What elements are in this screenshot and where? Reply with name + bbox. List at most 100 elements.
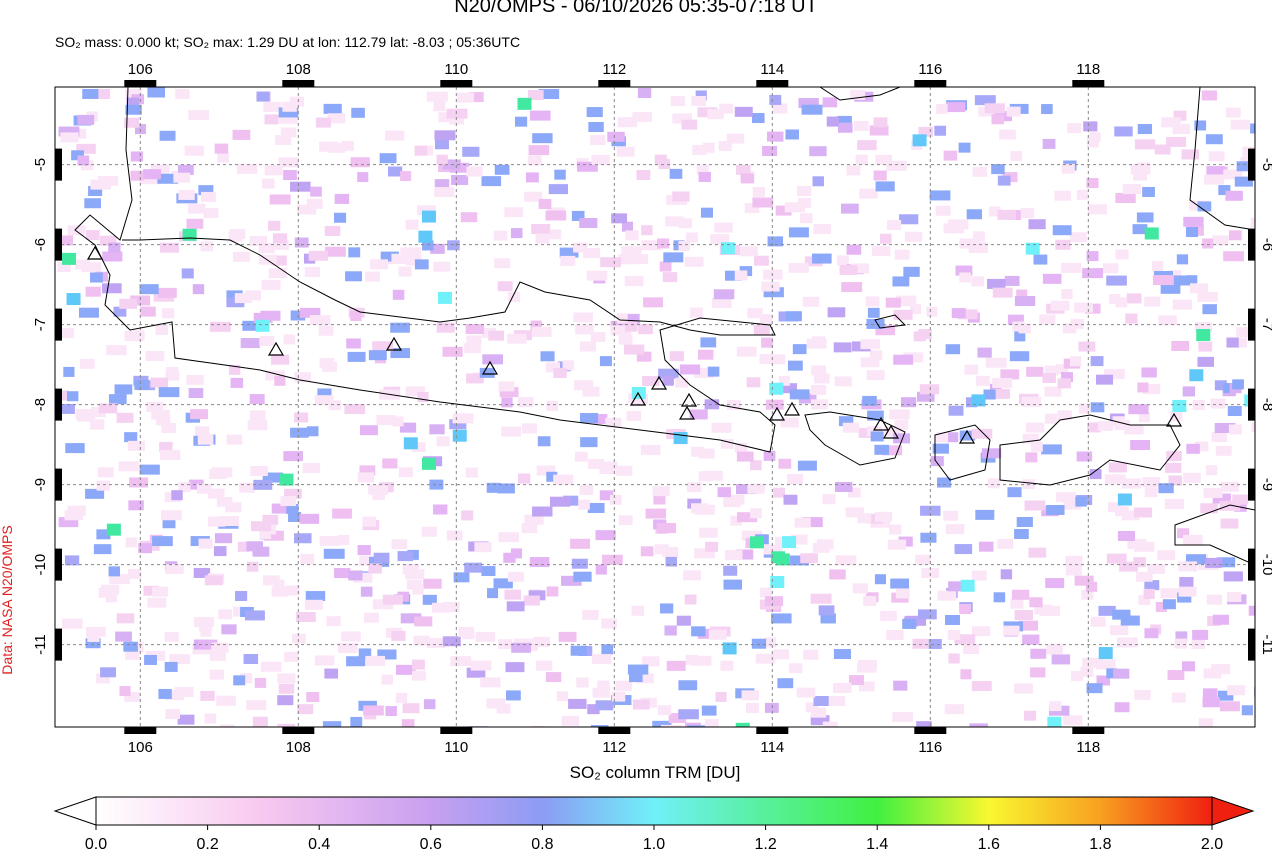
so2-pixel bbox=[188, 110, 210, 121]
so2-pixel bbox=[414, 145, 428, 156]
so2-pixel bbox=[451, 175, 469, 186]
so2-pixel bbox=[338, 643, 358, 654]
so2-pixel bbox=[1052, 225, 1072, 236]
so2-pixel bbox=[1086, 137, 1099, 148]
so2-pixel bbox=[636, 351, 652, 362]
so2-pixel bbox=[689, 409, 708, 420]
so2-pixel bbox=[242, 320, 262, 331]
so2-pixel bbox=[259, 528, 272, 539]
so2-pixel bbox=[1183, 472, 1201, 483]
so2-pixel bbox=[372, 489, 386, 500]
so2-pixel bbox=[653, 494, 666, 505]
so2-pixel bbox=[1133, 557, 1146, 568]
so2-pixel bbox=[353, 572, 373, 583]
so2-pixel bbox=[486, 698, 506, 709]
so2-pixel bbox=[501, 397, 513, 408]
so2-pixel bbox=[309, 315, 331, 326]
so2-pixel bbox=[118, 461, 139, 472]
so2-pixel bbox=[1115, 249, 1129, 260]
so2-pixel bbox=[759, 314, 773, 325]
so2-pixel bbox=[698, 448, 715, 459]
volcanoes bbox=[86, 245, 1183, 444]
so2-pixel bbox=[937, 590, 957, 601]
so2-pixel bbox=[1160, 283, 1181, 294]
so2-pixel bbox=[892, 711, 914, 722]
colorbar-tick-label: 0.4 bbox=[308, 836, 330, 853]
so2-pixel bbox=[981, 448, 1002, 459]
so2-pixel bbox=[1185, 554, 1207, 565]
so2-pixel bbox=[943, 223, 964, 234]
so2-pixel bbox=[1171, 692, 1186, 703]
so2-pixel bbox=[1107, 502, 1122, 513]
so2-pixel bbox=[262, 178, 275, 189]
so2-pixel bbox=[174, 687, 194, 698]
so2-pixel bbox=[234, 293, 253, 304]
so2-pixel bbox=[936, 103, 948, 114]
so2-pixel bbox=[659, 261, 672, 272]
so2-pixel bbox=[679, 364, 701, 375]
so2-pixel bbox=[790, 534, 808, 545]
so2-pixel bbox=[417, 205, 436, 216]
so2-pixel bbox=[841, 282, 863, 293]
so2-pixel bbox=[350, 157, 370, 168]
so2-pixel bbox=[1178, 586, 1197, 597]
map-frame bbox=[54, 86, 1256, 728]
so2-pixel bbox=[258, 243, 275, 254]
so2-pixel bbox=[1168, 270, 1182, 281]
so2-pixel bbox=[1241, 705, 1253, 716]
so2-pixel bbox=[246, 561, 259, 572]
so2-pixel bbox=[736, 346, 757, 357]
so2-pixel bbox=[58, 517, 79, 528]
so2-pixel bbox=[857, 662, 877, 673]
so2-pixel bbox=[626, 410, 642, 421]
so2-pixel bbox=[134, 379, 149, 390]
so2-pixel bbox=[928, 639, 942, 650]
so2-pixel bbox=[582, 248, 601, 259]
so2-pixel bbox=[198, 538, 213, 549]
tick-mark bbox=[1072, 727, 1105, 734]
so2-pixel bbox=[767, 236, 784, 247]
so2-pixel bbox=[834, 376, 852, 387]
so2-pixel bbox=[834, 482, 853, 493]
so2-pixel bbox=[1030, 667, 1046, 678]
tick-mark bbox=[55, 388, 62, 421]
so2-pixel bbox=[214, 143, 229, 154]
so2-pixel bbox=[143, 585, 159, 596]
so2-pixel bbox=[777, 678, 794, 689]
so2-pixel bbox=[1054, 190, 1071, 201]
so2-pixel bbox=[465, 323, 484, 334]
so2-pixel bbox=[370, 259, 389, 270]
so2-pixel bbox=[1186, 443, 1200, 454]
so2-pixel bbox=[746, 377, 761, 388]
so2-pixel bbox=[894, 249, 910, 260]
so2-pixel bbox=[511, 642, 531, 653]
so2-pixel bbox=[573, 380, 594, 391]
so2-pixel bbox=[274, 375, 286, 386]
so2-pixel bbox=[1198, 718, 1214, 727]
so2-pixel bbox=[528, 90, 544, 101]
so2-pixel bbox=[812, 176, 824, 187]
so2-pixel bbox=[400, 171, 412, 182]
so2-pixel bbox=[350, 716, 363, 727]
so2-pixel bbox=[850, 263, 870, 274]
so2-pixel bbox=[595, 530, 616, 541]
so2-pixel bbox=[125, 649, 140, 660]
so2-pixel bbox=[860, 339, 881, 350]
so2-pixel bbox=[229, 228, 246, 239]
so2-pixel bbox=[800, 553, 818, 564]
so2-pixel bbox=[1025, 452, 1038, 463]
so2-pixel bbox=[554, 169, 566, 180]
so2-pixel bbox=[481, 566, 496, 577]
so2-pixel bbox=[284, 488, 302, 499]
so2-pixel bbox=[1186, 275, 1198, 286]
so2-pixel bbox=[263, 575, 280, 586]
so2-pixel bbox=[350, 310, 362, 321]
so2-pixel bbox=[948, 581, 962, 592]
x-tick-label: 108 bbox=[286, 739, 311, 756]
so2-pixel bbox=[310, 186, 322, 197]
so2-pixel bbox=[610, 494, 622, 505]
so2-pixel bbox=[348, 570, 363, 581]
so2-pixel bbox=[96, 529, 111, 540]
so2-pixel bbox=[691, 446, 705, 457]
so2-pixel bbox=[1004, 275, 1020, 286]
